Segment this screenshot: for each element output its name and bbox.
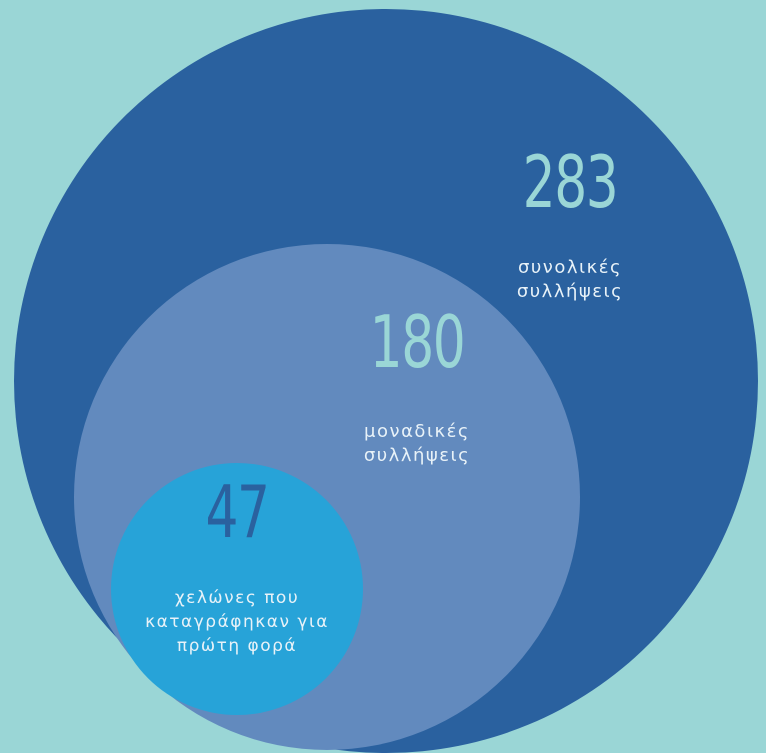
inner-set-label-line3: πρώτη φορά [176, 636, 298, 656]
outer-set-label: 283 συνολικές συλλήψεις [470, 130, 670, 304]
inner-set-label-line2: καταγράφηκαν για [145, 612, 329, 632]
middle-set-value: 180 [369, 300, 466, 384]
middle-set-label: 180 μοναδικές συλλήψεις [317, 290, 517, 468]
inner-set-label-line1: χελώνες που [174, 588, 300, 608]
inner-circle [111, 463, 363, 715]
inner-set-value: 47 [205, 470, 270, 554]
outer-set-label-line1: συνολικές [517, 257, 623, 278]
inner-set-label: 47 χελώνες που καταγράφηκαν για πρώτη φο… [137, 460, 337, 658]
outer-set-value: 283 [522, 140, 619, 224]
middle-set-label-line1: μοναδικές [364, 421, 470, 442]
middle-set-label-line2: συλλήψεις [363, 445, 471, 466]
outer-set-label-line2: συλλήψεις [516, 281, 624, 302]
